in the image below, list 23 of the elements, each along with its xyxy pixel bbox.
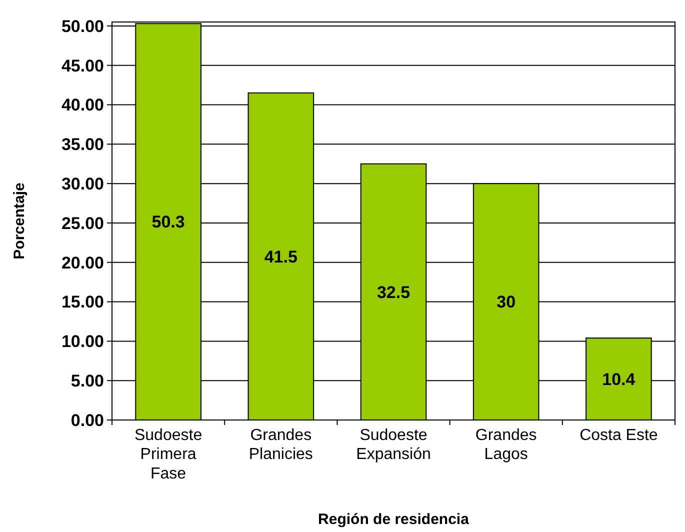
y-tick-label: 45.00 <box>61 56 104 76</box>
y-tick-label: 15.00 <box>61 292 104 312</box>
x-tick-label: Sudoeste Expansión <box>356 427 431 464</box>
y-tick-label: 10.00 <box>61 332 104 352</box>
y-tick-label: 40.00 <box>61 96 104 115</box>
x-tick-label: Sudoeste Primera Fase <box>134 427 202 482</box>
y-tick-label: 0.00 <box>70 410 104 430</box>
data-label: 30 <box>496 292 516 312</box>
data-label: 32.5 <box>376 282 410 302</box>
y-tick-label: 35.00 <box>61 135 104 154</box>
data-label: 41.5 <box>264 247 298 266</box>
data-label: 50.3 <box>152 212 185 232</box>
y-tick-label: 25.00 <box>61 214 104 233</box>
data-label: 10.4 <box>602 370 636 389</box>
y-tick-label: 50.00 <box>61 16 104 36</box>
x-tick-label: Costa Este <box>580 427 658 444</box>
x-axis-title: Región de residencia <box>318 511 470 528</box>
x-tick-label: Grandes Lagos <box>475 427 537 464</box>
y-tick-label: 5.00 <box>70 372 104 391</box>
y-tick-label: 30.00 <box>61 174 104 194</box>
y-axis-title: Porcentaje <box>11 182 28 260</box>
x-tick-label: Grandes Planicies <box>248 427 313 464</box>
y-tick-label: 20.00 <box>61 253 104 272</box>
